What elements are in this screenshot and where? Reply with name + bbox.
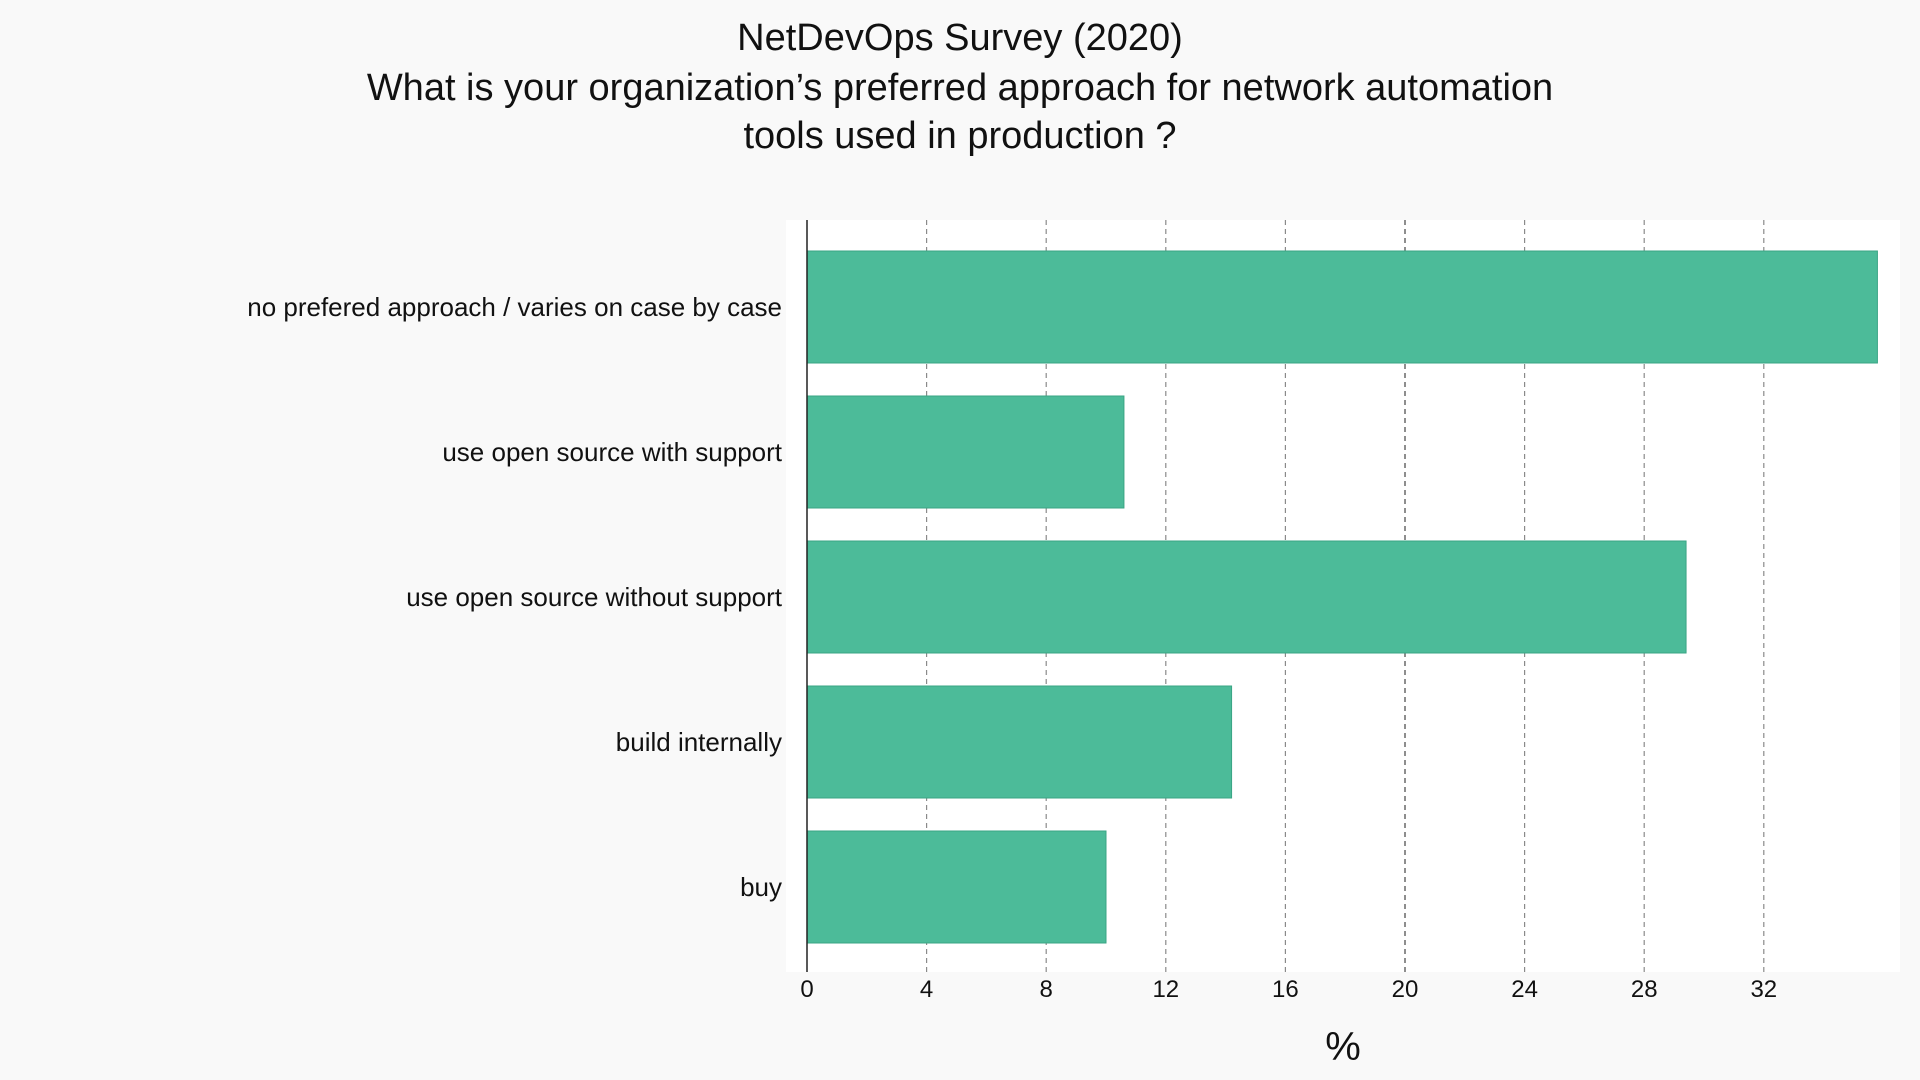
x-tick-label: 8 [1040,976,1053,1003]
bar [806,540,1687,654]
chart-title: NetDevOps Survey (2020) What is your org… [367,17,1553,157]
x-tick-label: 12 [1152,976,1179,1003]
x-tick-label: 0 [800,976,813,1003]
category-label: buy [740,872,782,902]
category-labels: no prefered approach / varies on case by… [247,292,783,902]
category-label: use open source without support [406,582,783,612]
x-tick-label: 20 [1392,976,1419,1003]
bars [806,250,1878,944]
x-tick-label: 24 [1511,976,1538,1003]
x-tick-label: 32 [1750,976,1777,1003]
category-label: build internally [616,727,782,757]
category-label: use open source with support [442,437,782,467]
x-axis-title: % [1325,1025,1361,1069]
bar [806,830,1107,944]
title-line-1: NetDevOps Survey (2020) [737,17,1183,59]
title-line-3: tools used in production ? [743,115,1176,157]
bar [806,685,1233,799]
x-tick-label: 4 [920,976,933,1003]
category-label: no prefered approach / varies on case by… [247,292,782,322]
bar [806,250,1878,364]
x-tick-label: 16 [1272,976,1299,1003]
title-line-2: What is your organization’s preferred ap… [367,67,1553,109]
bar [806,395,1125,509]
x-tick-labels: 0 4 8 12 16 20 24 28 32 [800,976,1777,1003]
x-tick-label: 28 [1631,976,1658,1003]
